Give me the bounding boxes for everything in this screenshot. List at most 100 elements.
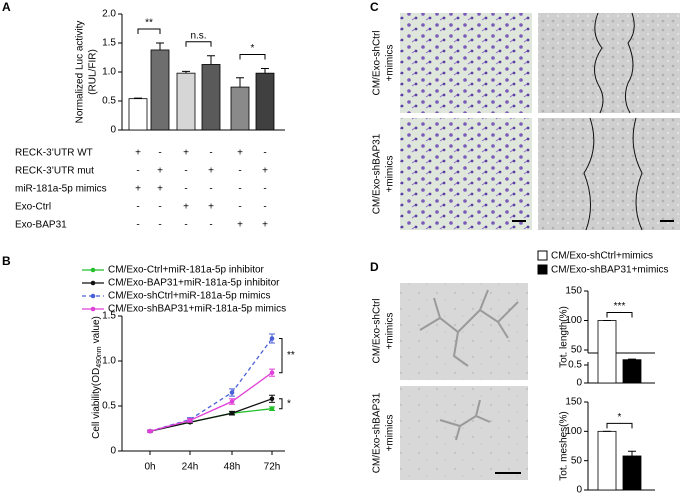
image: [400, 283, 528, 380]
table-cell: -: [263, 202, 266, 213]
significance-bracket: [606, 312, 633, 318]
table-cell: -: [238, 202, 241, 213]
point: [269, 336, 275, 341]
table-cell: +: [157, 166, 163, 177]
series-line: [149, 408, 273, 432]
significance-label: n.s.: [190, 30, 206, 41]
bar: [230, 86, 250, 131]
x-tick-label: 24h: [182, 462, 199, 473]
error-bar: [134, 97, 142, 99]
table-cell: +: [237, 220, 243, 231]
error-bar: [207, 55, 215, 65]
point: [187, 418, 193, 423]
significance-label: ***: [614, 301, 626, 312]
point: [269, 370, 275, 376]
table-cell: -: [184, 166, 187, 177]
y-axis-label-part: value): [91, 316, 102, 343]
scale-bar: [512, 220, 526, 222]
image: [538, 13, 680, 113]
y-axis-label-part: Cell viability(OD: [91, 368, 102, 439]
panel-label: A: [2, 0, 11, 14]
legend-swatch: [537, 250, 548, 261]
significance-label: *: [251, 43, 255, 54]
row-label: RECK-3’UTR mut: [15, 166, 94, 177]
point: [229, 410, 235, 416]
image: [400, 118, 532, 230]
significance-label: *: [618, 412, 622, 423]
row-label: miR-181a-5p mimics: [15, 184, 107, 195]
y-axis-label-part: 490nm: [96, 346, 103, 368]
y-axis-label: Normalized Luc activity: [75, 21, 86, 124]
panel-label: C: [370, 0, 379, 14]
bar: [150, 49, 170, 131]
legend-marker: [90, 280, 96, 286]
error-bar: [628, 450, 636, 456]
tube: [439, 399, 491, 441]
table-cell: +: [135, 184, 141, 195]
legend-swatch: [537, 264, 548, 275]
significance-bracket: [239, 54, 266, 60]
table-cell: -: [263, 148, 266, 159]
row-label: RECK-3’UTR WT: [15, 148, 93, 159]
table-cell: -: [209, 220, 212, 231]
y-tick-label: 0.5: [568, 360, 582, 371]
y-axis-label: Tot. length(%): [559, 306, 570, 368]
error-bar: [236, 77, 244, 88]
table-cell: -: [136, 202, 139, 213]
row-label: Exo-BAP31: [15, 220, 67, 231]
table-cell: +: [183, 148, 189, 159]
y-axis-label: Cell viability(OD490nm value): [91, 316, 103, 439]
y-tick-label: 0: [110, 125, 116, 136]
legend-label: CM/Exo-BAP31+miR-181a-5p inhibitor: [108, 278, 280, 289]
error-bar: [261, 68, 269, 74]
bar: [597, 430, 617, 491]
image: [400, 13, 532, 113]
table-cell: -: [158, 220, 161, 231]
table-cell: +: [135, 148, 141, 159]
image-label: CM/Exo-shBAP31: [372, 133, 383, 214]
y-tick-label: 1.0: [102, 67, 116, 78]
table-cell: +: [157, 184, 163, 195]
scale-bar: [660, 220, 674, 222]
error-bar: [156, 42, 164, 50]
significance-bracket: [279, 338, 283, 374]
bar: [622, 455, 642, 491]
table-cell: +: [262, 220, 268, 231]
table-cell: +: [237, 148, 243, 159]
table-cell: -: [238, 184, 241, 195]
point: [147, 428, 153, 434]
legend-label: CM/Exo-shBAP31+mimics: [551, 265, 669, 276]
table-cell: +: [262, 166, 268, 177]
bar: [622, 359, 642, 384]
table-cell: -: [136, 166, 139, 177]
y-tick-label: 0: [576, 485, 582, 496]
point: [229, 399, 235, 404]
significance-label: *: [287, 398, 291, 409]
significance-bracket: [279, 398, 283, 410]
wound-edge: [583, 117, 595, 231]
series-line: [149, 372, 273, 432]
x-tick-label: 48h: [224, 462, 241, 473]
table-cell: +: [208, 166, 214, 177]
significance-bracket: [185, 41, 212, 47]
wound-edge: [594, 12, 604, 114]
image-label: +mimics: [385, 313, 396, 350]
image: [538, 118, 680, 230]
table-cell: -: [238, 166, 241, 177]
bar: [128, 98, 148, 131]
y-tick-label: 100: [565, 426, 582, 437]
image-label: CM/Exo-shCtrl: [372, 30, 383, 95]
legend-label: CM/Exo-shCtrl+mimics: [551, 251, 653, 262]
y-tick-label: 1.5: [102, 311, 116, 322]
y-axis-label: Tot. meshes(%): [559, 411, 570, 480]
image-label: CM/Exo-shCtrl: [372, 298, 383, 363]
tube: [419, 289, 519, 367]
point: [229, 390, 235, 395]
x-tick-label: 0h: [144, 462, 155, 473]
legend-label: CM/Exo-Ctrl+miR-181a-5p inhibitor: [108, 265, 265, 276]
image-label: +mimics: [385, 45, 396, 82]
y-tick-label: 150: [565, 397, 582, 408]
y-tick-label: 0: [110, 446, 116, 457]
image-label: +mimics: [385, 415, 396, 452]
